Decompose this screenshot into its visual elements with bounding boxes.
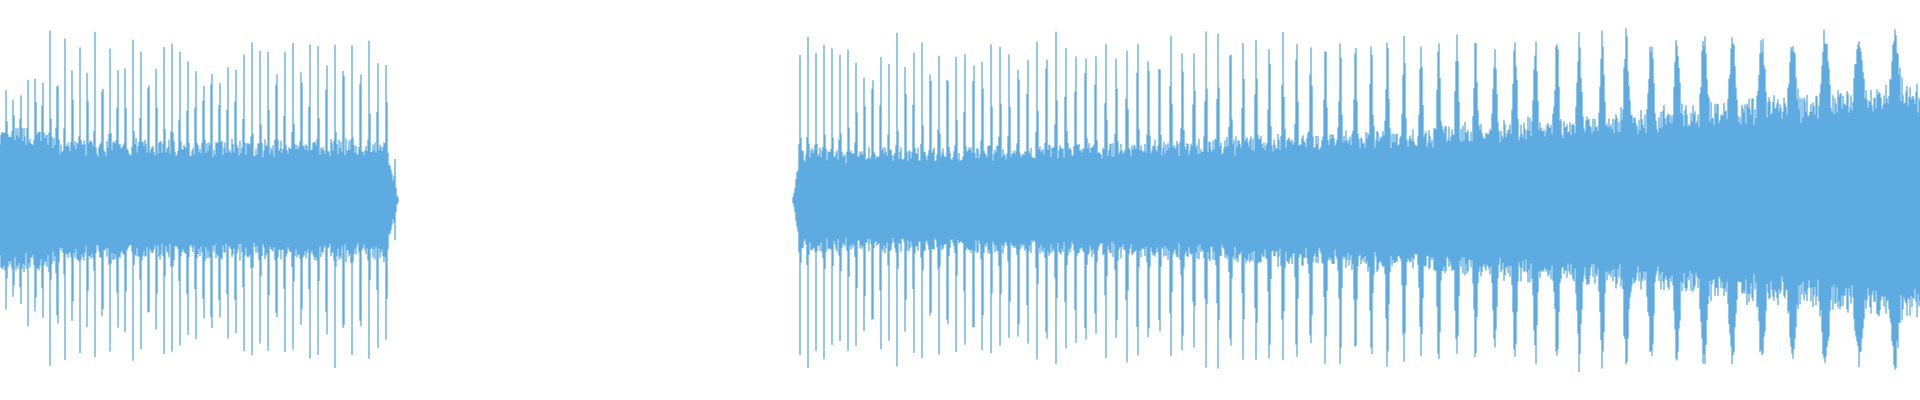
waveform-right [792,28,1920,372]
waveform-left [0,30,399,368]
